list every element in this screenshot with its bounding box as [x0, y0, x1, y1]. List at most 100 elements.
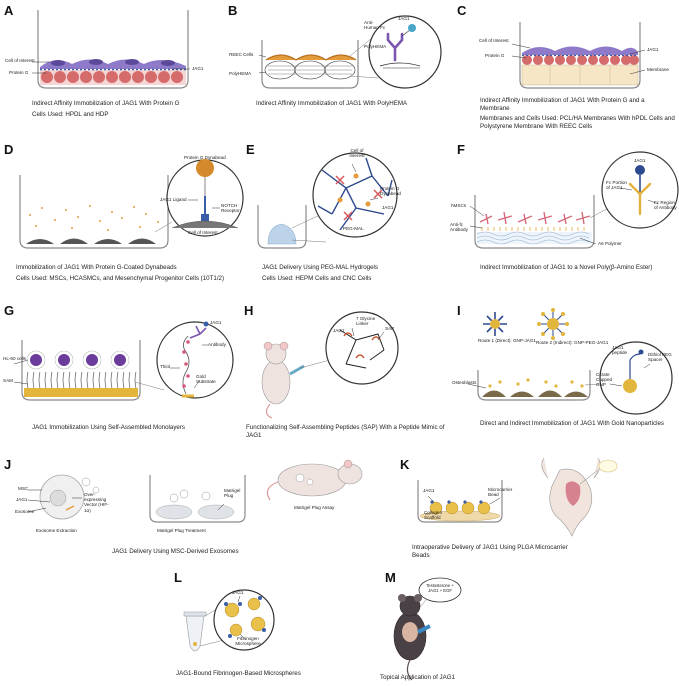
- caption-c-title: Indirect Affinity Immobilization of JAG1…: [480, 97, 645, 112]
- label-i-dithiol: Dithiol PEG Spacer: [648, 352, 672, 363]
- label-j-treatment: Matrigel Plug Treatment: [157, 528, 206, 533]
- label-k-jag1: JAG1: [423, 488, 435, 493]
- label-g-jag1: JAG1: [210, 320, 222, 325]
- caption-k-title: Intraoperative Delivery of JAG1 Using PL…: [412, 544, 568, 559]
- panel-a-diagram: [32, 10, 190, 89]
- label-i-route2: Route 2 (Indirect): GNP-PEG-JAG1: [536, 340, 609, 345]
- label-m-testo: Testosterone + JAG1 + EGF: [426, 583, 454, 594]
- label-f-jag1: JAG1: [634, 158, 646, 163]
- label-d-notch: NOTCH Receptor: [221, 203, 240, 214]
- caption-j-title: JAG1 Delivery Using MSC-Derived Exosomes: [112, 548, 239, 555]
- caption-l-title: JAG1-Bound Fibrinogen-Based Microspheres: [176, 670, 301, 677]
- peg-network: [317, 157, 393, 231]
- reec-cells: [265, 54, 357, 61]
- label-c-protein-g: Protein G: [485, 53, 505, 58]
- label-g-gold: Gold Substrate: [196, 374, 216, 385]
- mouse-j: [266, 459, 363, 501]
- label-e-cell: Cell of Interest: [349, 148, 365, 159]
- label-g-thiol: Thiol: [160, 364, 170, 369]
- label-h-jag1: JAG1: [333, 328, 345, 333]
- panel-f-diagram: [469, 151, 679, 249]
- caption-h-title: Functionalizing Self-Assembling Peptides…: [246, 424, 445, 439]
- panel-letter-f: F: [457, 142, 465, 157]
- panel-letter-m: M: [385, 570, 396, 585]
- caption-a-subtitle: Cells Used: HPDL and HDP: [32, 110, 109, 118]
- panel-letter-a: A: [4, 3, 14, 18]
- label-k-collagen: Collagen Scaffold: [424, 510, 443, 521]
- label-i-jag1-peptide: JAG1 peptide: [612, 345, 628, 356]
- label-l-jag1: JAG1: [232, 590, 244, 595]
- caption-m: Topical Application of JAG1: [380, 674, 520, 682]
- caption-g: JAG1 Immobilization Using Self-Assembled…: [32, 424, 232, 432]
- label-j-assay: Matrigel Plug Assay: [294, 505, 335, 510]
- cell-layer: [40, 59, 186, 69]
- label-d-dynabead: Protein G Dynabead: [184, 155, 226, 160]
- caption-e-subtitle: Cells Used: HEPM Cells and CNC Cells: [262, 274, 372, 282]
- caption-d: Immobilization of JAG1 With Protein G-Co…: [16, 264, 231, 282]
- label-h-sap: SAP: [385, 326, 395, 331]
- panel-g-diagram: [13, 321, 234, 401]
- caption-d-title: Immobilization of JAG1 With Protein G-Co…: [16, 264, 177, 271]
- panel-d-diagram: [19, 159, 244, 249]
- label-f-antifc: Anti-fc Antibody: [450, 222, 468, 233]
- caption-l: JAG1-Bound Fibrinogen-Based Microspheres: [176, 670, 336, 678]
- panel-letter-i: I: [457, 303, 461, 318]
- label-b-polyhema: PolyHEMA: [364, 44, 387, 49]
- hmsc-cells: [479, 211, 591, 225]
- label-a-cell: Cell of Interest: [5, 58, 35, 63]
- caption-c-subtitle: Membranes and Cells Used: PCL/HA Membran…: [480, 115, 675, 130]
- panel-l-diagram: [183, 589, 275, 652]
- mouse-h: [261, 341, 291, 419]
- hl60-cells: [26, 350, 130, 370]
- panel-letter-j: J: [4, 457, 12, 472]
- panel-letter-b: B: [228, 3, 238, 18]
- label-f-hmsc: hMSCs: [451, 203, 467, 208]
- label-e-jag1: JAG1: [382, 205, 394, 210]
- label-a-protein-g: Protein G: [9, 70, 29, 75]
- panel-c-diagram: [511, 22, 646, 89]
- caption-i-title: Direct and Indirect Immobilization of JA…: [480, 420, 664, 427]
- caption-a: Indirect Affinity Immobilization of JAG1…: [32, 100, 232, 118]
- panel-letter-l: L: [174, 570, 182, 585]
- osteoblasts: [482, 390, 588, 397]
- caption-c: Indirect Affinity Immobilization of JAG1…: [480, 97, 675, 130]
- caption-e-title: JAG1 Delivery Using PEG-MAL Hydrogels: [262, 264, 378, 271]
- label-l-micro: Fibrinogen Microsphere: [235, 636, 261, 647]
- tube: [183, 611, 207, 652]
- label-i-osteoblasts: Osteoblasts: [452, 380, 477, 385]
- label-f-fc-region: Fc Region of Antibody: [654, 200, 677, 211]
- label-j-vector: Over-expressing Vector (HIF-1α): [84, 492, 109, 513]
- label-e-dynabead: Protein G Dynabead: [380, 186, 401, 197]
- label-b-polyhema-left: PolyHEMA: [229, 71, 252, 76]
- label-c-cell: Cell of Interest: [479, 38, 509, 43]
- caption-m-title: Topical Application of JAG1: [380, 674, 455, 681]
- caption-a-title: Indirect Affinity Immobilization of JAG1…: [32, 100, 180, 107]
- panel-letter-d: D: [4, 142, 14, 157]
- label-j-extraction: Exosome Extraction: [36, 528, 77, 533]
- caption-g-title: JAG1 Immobilization Using Self-Assembled…: [32, 424, 186, 431]
- label-d-cell: Cell of Interest: [188, 230, 218, 235]
- caption-k: Intraoperative Delivery of JAG1 Using PL…: [412, 544, 582, 559]
- rat-head: [541, 457, 601, 537]
- label-j-exosome: Exosome: [15, 509, 35, 514]
- collagen-scaffold: [419, 510, 501, 522]
- label-e-pegmal: PEG-MAL: [343, 226, 364, 231]
- label-a-jag1: JAG1: [192, 66, 204, 71]
- panel-letter-g: G: [4, 303, 15, 318]
- label-c-jag1: JAG1: [647, 47, 659, 52]
- polyhema-layer: [264, 60, 356, 80]
- label-f-fc-portion: Fc Portion of JAG1: [606, 180, 627, 191]
- caption-b-title: Indirect Affinity Immobilization of JAG1…: [256, 100, 408, 107]
- label-k-bead: Microcarrier Bead: [488, 487, 513, 498]
- panel-k-diagram: [417, 457, 618, 537]
- label-c-membrane: Membrane: [647, 67, 669, 72]
- caption-h: Functionalizing Self-Assembling Peptides…: [246, 424, 446, 439]
- label-j-msc: MSC: [18, 486, 29, 491]
- label-f-a6: A6 Polymer: [598, 241, 622, 246]
- mouse-m: [393, 594, 427, 681]
- caption-d-subtitle: Cells Used: MSCs, HCASMCs, and Mesenchym…: [16, 274, 225, 282]
- label-g-antibody: Antibody: [208, 342, 226, 347]
- panel-i-diagram: [467, 308, 673, 415]
- label-b-jag1: JAG1: [398, 16, 410, 21]
